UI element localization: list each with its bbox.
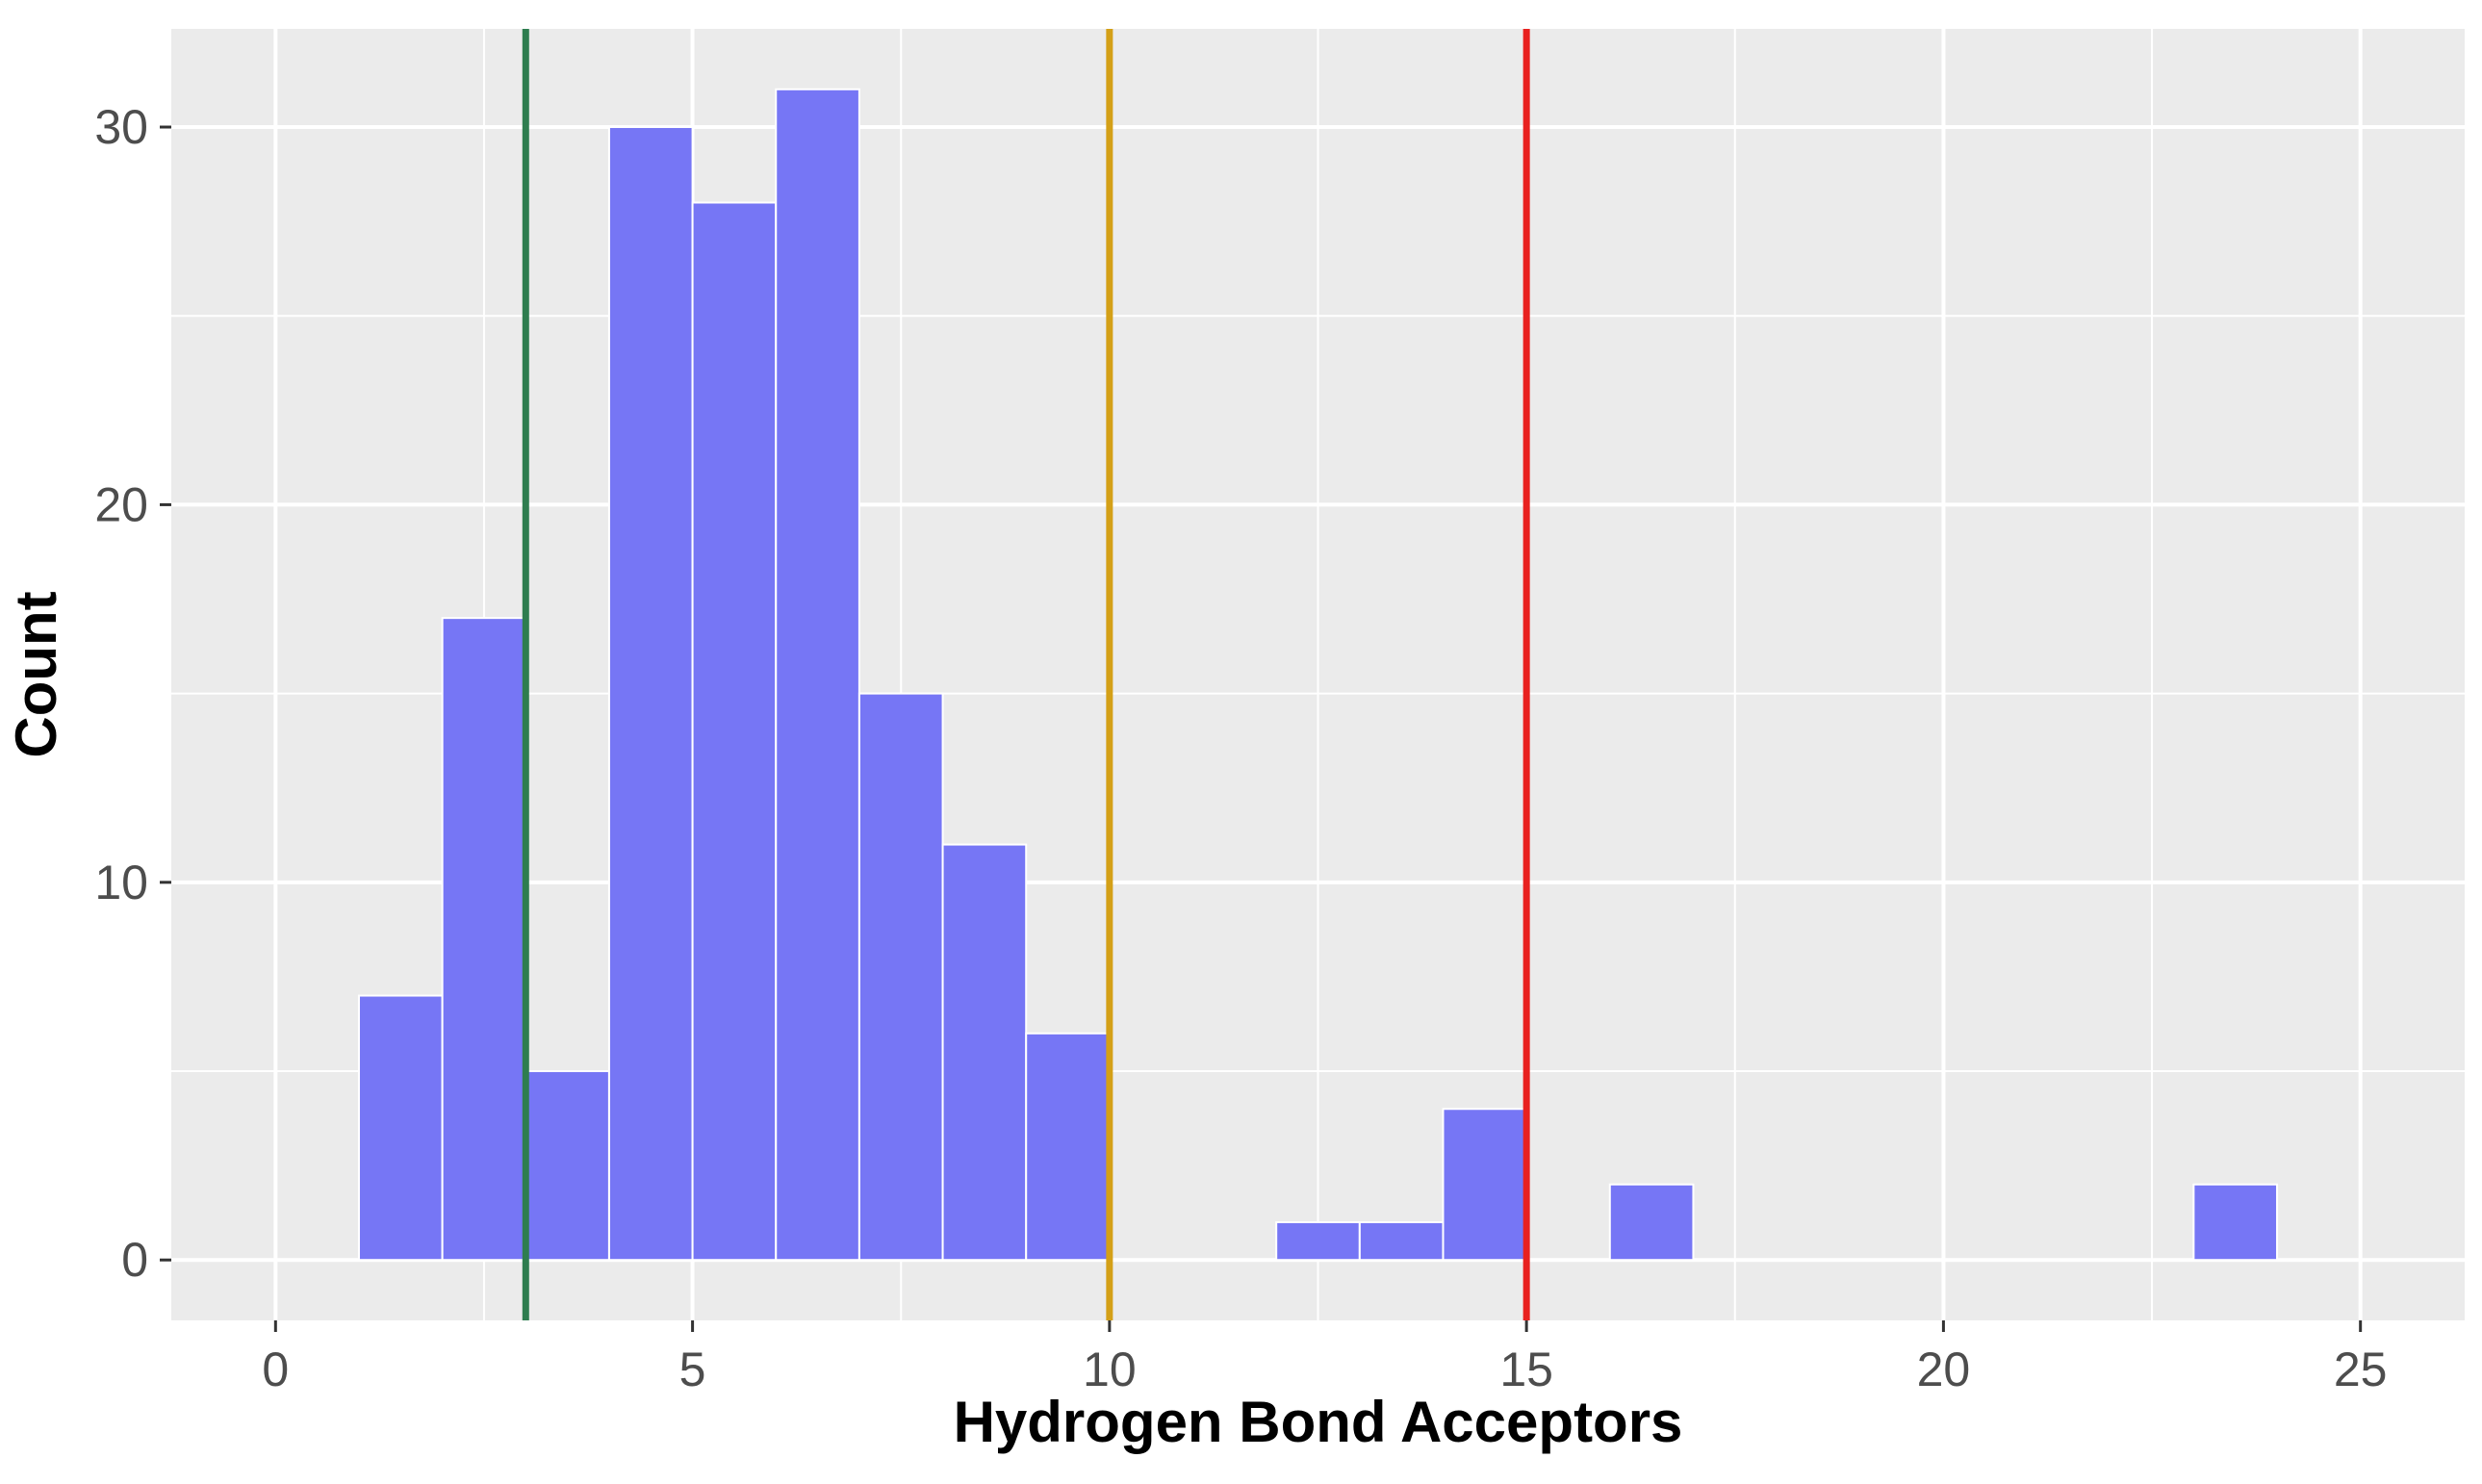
y-tick-label: 10 — [94, 856, 148, 909]
histogram-bars — [357, 88, 2279, 1262]
histogram-bar — [357, 994, 444, 1262]
x-axis-tick-labels: 0 5 10 15 20 25 — [262, 1343, 2387, 1396]
histogram-bar — [1358, 1220, 1445, 1262]
histogram-bar — [607, 126, 694, 1262]
x-axis-title: Hydrogen Bond Acceptors — [954, 1390, 1683, 1454]
x-tick-label: 0 — [262, 1343, 289, 1396]
x-tick-label: 5 — [679, 1343, 706, 1396]
x-tick-label: 20 — [1917, 1343, 1971, 1396]
histogram-bar — [1025, 1032, 1111, 1262]
histogram-bar — [691, 201, 778, 1262]
x-tick-label: 15 — [1499, 1343, 1553, 1396]
histogram-bar — [941, 843, 1028, 1262]
x-tick-label: 10 — [1083, 1343, 1137, 1396]
histogram-bar — [2192, 1183, 2279, 1262]
y-axis-tick-labels: 0 10 20 30 — [94, 100, 148, 1287]
histogram-bar — [441, 617, 527, 1262]
y-tick-label: 30 — [94, 100, 148, 154]
y-tick-label: 20 — [94, 477, 148, 531]
histogram-bar — [1608, 1183, 1695, 1262]
reference-lines — [522, 29, 1530, 1320]
histogram-bar — [1442, 1108, 1528, 1262]
histogram-bar — [525, 1070, 610, 1262]
histogram-bar — [775, 88, 860, 1262]
y-axis-title: Count — [4, 591, 68, 757]
histogram-bar — [857, 692, 944, 1262]
minor-gridlines — [171, 29, 2465, 1320]
histogram-bar — [1275, 1220, 1361, 1262]
y-tick-label: 0 — [121, 1233, 148, 1287]
x-tick-label: 25 — [2334, 1343, 2388, 1396]
axis-ticks — [160, 125, 2363, 1332]
